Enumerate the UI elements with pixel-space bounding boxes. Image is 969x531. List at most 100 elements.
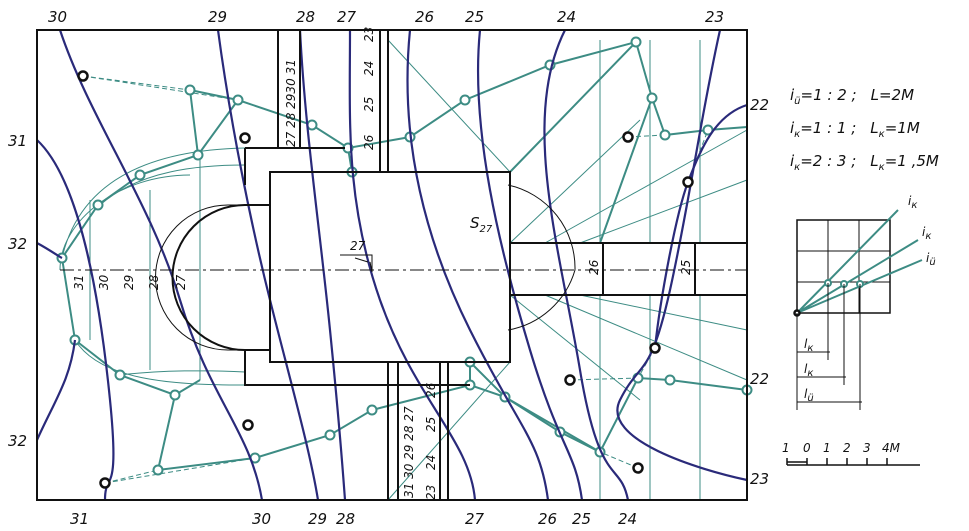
point xyxy=(682,176,694,188)
label: 22 xyxy=(750,370,769,388)
label: iк xyxy=(922,225,931,242)
line-path xyxy=(298,29,347,501)
label: к xyxy=(911,200,917,211)
label: i xyxy=(790,152,795,170)
label: i xyxy=(908,194,912,208)
contour-lines xyxy=(35,29,748,501)
label: 27 xyxy=(465,510,485,528)
label: к xyxy=(879,129,885,140)
label: L xyxy=(871,86,879,104)
label: i xyxy=(790,119,795,137)
label: 24 xyxy=(557,8,576,26)
line-path xyxy=(543,29,630,501)
point xyxy=(114,369,126,381)
line-path xyxy=(507,184,576,331)
label: 24 xyxy=(362,61,376,76)
mark-sign xyxy=(340,254,373,273)
label: lк xyxy=(804,362,813,379)
label: к xyxy=(794,162,800,173)
road xyxy=(510,242,747,296)
building xyxy=(269,171,511,363)
label: к xyxy=(794,129,800,140)
point xyxy=(242,419,254,431)
line-path xyxy=(36,139,115,501)
label: 23 xyxy=(424,485,438,500)
label: ü xyxy=(807,393,813,404)
label: 4M xyxy=(882,441,901,455)
point xyxy=(622,131,634,143)
line-path xyxy=(36,242,63,259)
label: 1 xyxy=(823,441,831,455)
point xyxy=(192,149,204,161)
label: 26 xyxy=(587,259,601,275)
label: 26 xyxy=(415,8,434,26)
point xyxy=(664,374,676,386)
label: iü=1 : 2 ; L=2M xyxy=(790,86,914,107)
label: 25 xyxy=(572,510,591,528)
label: к xyxy=(925,231,931,242)
label: ü xyxy=(794,96,800,107)
label: 26 xyxy=(424,382,438,398)
label: 1 xyxy=(782,441,790,455)
label: lü xyxy=(804,387,814,404)
label: 25 xyxy=(679,260,693,275)
line-path xyxy=(616,29,748,482)
label: 23 xyxy=(362,27,376,42)
point xyxy=(232,94,244,106)
label: iк=1 : 1 ; Lк=1M xyxy=(790,119,920,140)
label: 27 xyxy=(480,224,493,235)
label: 31 30 29 28 27 xyxy=(402,406,416,498)
label: 25 xyxy=(465,8,484,26)
label: 32 xyxy=(8,235,27,253)
line-path xyxy=(406,29,550,501)
label: 27 xyxy=(350,239,366,253)
point xyxy=(99,477,111,489)
label: 29 xyxy=(122,275,136,290)
label: l xyxy=(804,362,808,376)
label: L xyxy=(870,119,878,137)
label: 31 xyxy=(8,132,27,150)
label: 25 xyxy=(424,417,438,432)
label: L xyxy=(870,152,878,170)
plan xyxy=(35,29,753,501)
label: 28 xyxy=(296,8,315,26)
point xyxy=(459,94,471,106)
label: i xyxy=(922,225,926,239)
line-path xyxy=(786,458,920,466)
label: =2 : 3 ; xyxy=(800,152,856,170)
point xyxy=(632,462,644,474)
label: 3 xyxy=(863,441,871,455)
line-path xyxy=(155,204,270,351)
line-path xyxy=(58,29,264,501)
line-path xyxy=(35,339,77,441)
label: 29 xyxy=(208,8,227,26)
label: к xyxy=(807,343,813,354)
point xyxy=(646,92,658,104)
line-path xyxy=(653,103,748,349)
line-path xyxy=(797,220,890,313)
label: 29 xyxy=(308,510,327,528)
line-path xyxy=(476,29,584,501)
site-frame xyxy=(36,29,748,501)
label: 30 xyxy=(252,510,271,528)
label: 0 xyxy=(803,441,811,455)
label: 24 xyxy=(424,455,438,470)
label: 28 xyxy=(147,274,161,290)
label: i xyxy=(790,86,795,104)
contour-labels: 30 29 28 27 26 25 24 23 31 30 29 28 27 2… xyxy=(8,8,769,528)
slope-diagram: iк iк iü lк lк lü xyxy=(793,194,936,410)
slope-label: S27 xyxy=(470,214,493,235)
label: 27 xyxy=(174,274,188,290)
point xyxy=(306,119,318,131)
label: iü xyxy=(926,251,936,268)
label: к xyxy=(807,368,813,379)
label: l xyxy=(804,337,808,351)
point xyxy=(92,199,104,211)
point xyxy=(152,464,164,476)
point xyxy=(366,404,378,416)
label: 22 xyxy=(750,96,769,114)
point xyxy=(564,374,576,386)
point xyxy=(184,84,196,96)
label: iк xyxy=(908,194,917,211)
